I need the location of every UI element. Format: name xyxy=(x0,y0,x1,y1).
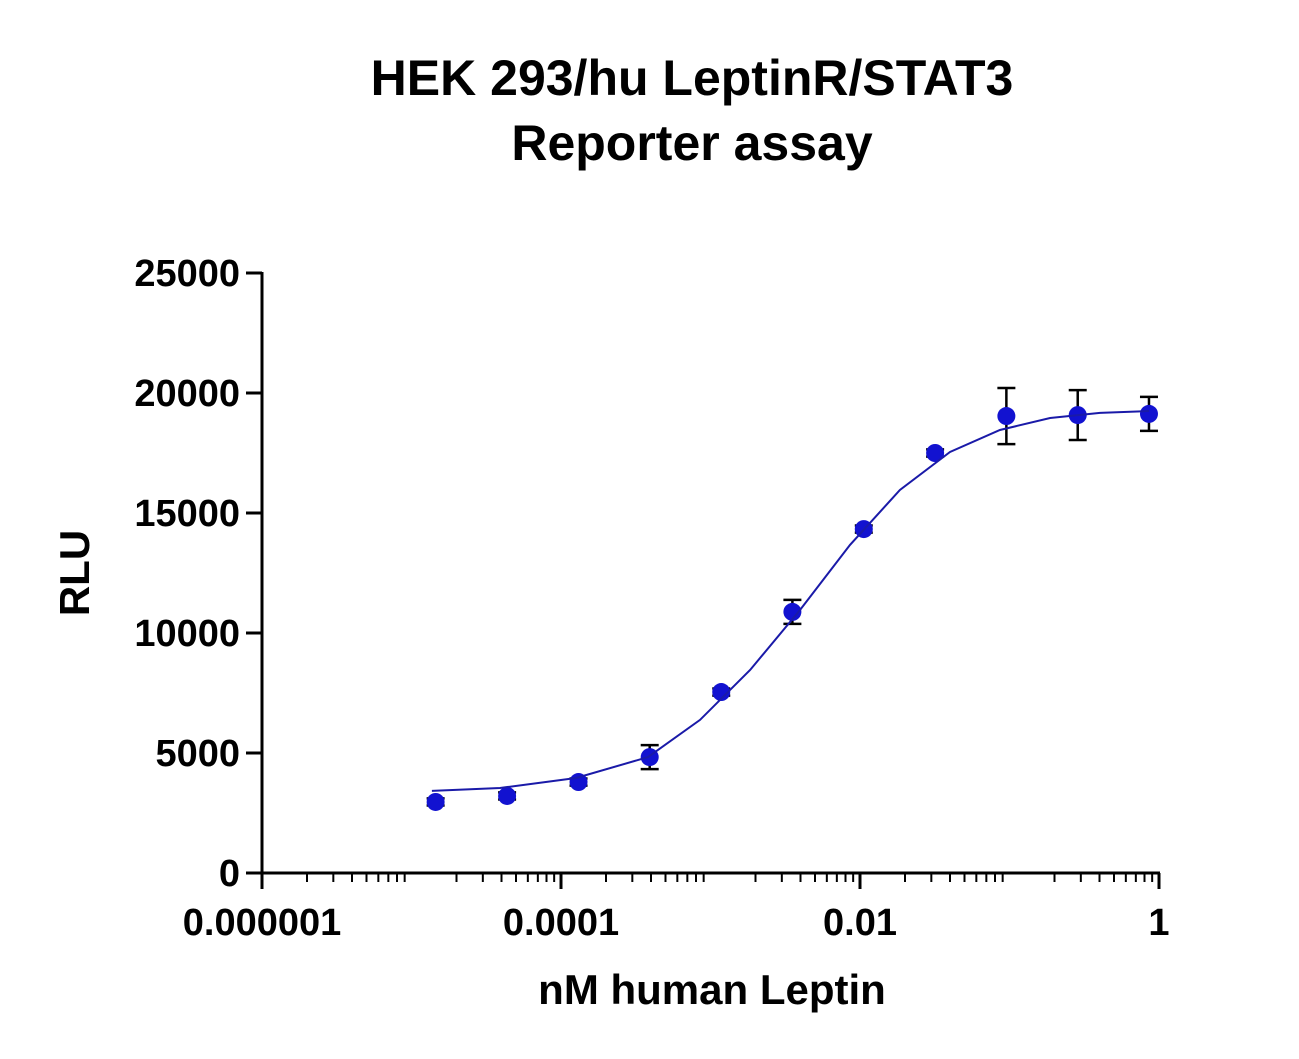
data-point xyxy=(997,407,1016,426)
x-tick-label: 0.01 xyxy=(823,902,897,944)
x-tick-label: 0.0001 xyxy=(503,902,619,944)
data-point xyxy=(498,786,517,805)
y-tick-label: 15000 xyxy=(134,493,240,535)
x-tick-label: 1 xyxy=(1148,902,1169,944)
data-point xyxy=(926,444,945,462)
y-tick-label: 0 xyxy=(219,853,240,895)
y-tick-label: 10000 xyxy=(134,613,240,655)
data-point xyxy=(1139,404,1158,423)
chart-title: HEK 293/hu LeptinR/STAT3 xyxy=(371,50,1014,106)
y-tick-label: 5000 xyxy=(155,733,240,775)
y-tick-label: 20000 xyxy=(134,373,240,415)
y-tick-label: 25000 xyxy=(134,253,240,295)
x-tick-label: 0.000001 xyxy=(183,902,342,944)
data-point xyxy=(783,602,802,621)
chart-title: Reporter assay xyxy=(511,115,872,171)
data-point xyxy=(712,683,731,702)
fit-curve xyxy=(431,410,1150,792)
x-axis-label: nM human Leptin xyxy=(538,966,886,1013)
data-point xyxy=(426,792,445,811)
y-axis-label: RLU xyxy=(51,530,98,616)
